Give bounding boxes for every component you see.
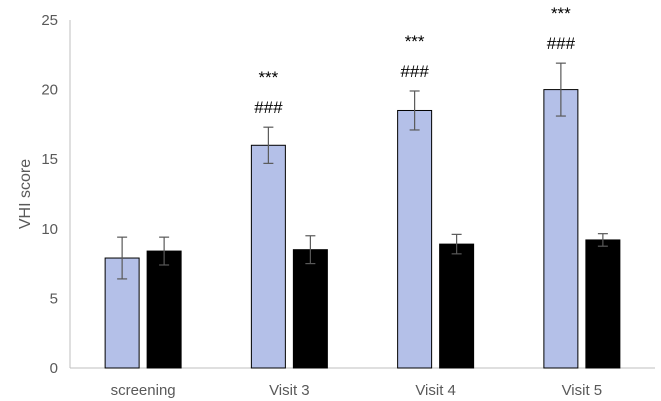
bar-series-1: [397, 109, 433, 369]
significance-annotation: ***: [405, 32, 425, 51]
y-tick-label: 25: [41, 12, 58, 29]
bar-series-2: [439, 243, 475, 369]
significance-annotation: ***: [258, 68, 278, 87]
x-tick-label: Visit 4: [415, 382, 456, 399]
y-tick-label: 5: [50, 290, 58, 307]
x-tick-label: Visit 3: [269, 382, 310, 399]
x-tick-label: Visit 5: [562, 382, 603, 399]
bar-series-2: [585, 239, 621, 369]
significance-annotation: ###: [254, 98, 283, 117]
significance-annotation: ***: [551, 4, 571, 23]
y-tick-label: 10: [41, 221, 58, 238]
bar-series-1: [543, 89, 579, 369]
bar-series-2: [292, 249, 328, 369]
bar-series-1: [250, 144, 286, 369]
y-tick-label: 0: [50, 360, 58, 377]
significance-annotation: ###: [547, 34, 576, 53]
y-tick-label: 15: [41, 151, 58, 168]
y-axis-label: VHI score: [17, 159, 34, 229]
y-tick-label: 20: [41, 82, 58, 99]
bar-series-2: [146, 250, 182, 369]
significance-annotation: ###: [400, 62, 429, 81]
x-tick-label: screening: [111, 382, 176, 399]
